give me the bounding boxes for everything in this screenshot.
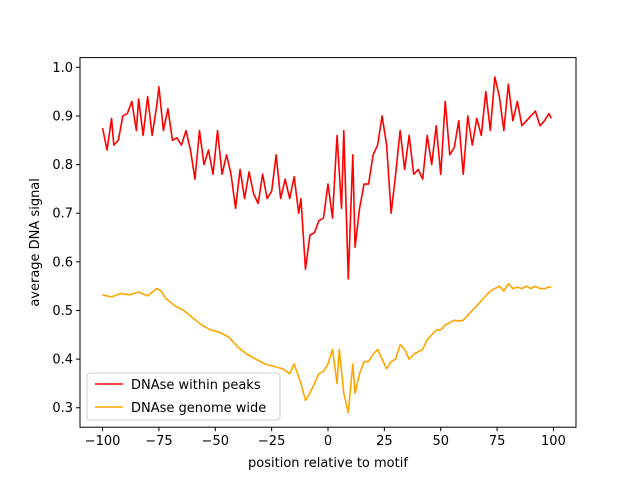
y-tick-label: 1.0 — [52, 61, 73, 76]
y-tick-label: 0.6 — [52, 255, 73, 270]
x-tick-label: 25 — [376, 434, 393, 449]
series-line-0 — [101, 76, 552, 280]
series-line-1 — [102, 282, 552, 414]
x-tick-label: −25 — [258, 434, 285, 449]
x-tick-label: 50 — [432, 434, 449, 449]
x-tick-label: 75 — [489, 434, 506, 449]
x-tick-label: −50 — [202, 434, 229, 449]
y-tick-label: 0.3 — [52, 401, 73, 416]
y-tick-label: 0.7 — [52, 207, 73, 222]
legend-label-peaks: DNAse within peaks — [131, 378, 261, 393]
x-axis-label: position relative to motif — [248, 456, 408, 471]
legend: DNAse within peaks DNAse genome wide — [86, 372, 281, 421]
y-axis: 0.3 0.4 0.5 0.6 0.7 0.8 0.9 1.0 — [52, 61, 80, 416]
y-tick-label: 0.5 — [52, 304, 73, 319]
x-tick-label: 100 — [541, 434, 566, 449]
legend-box — [86, 372, 281, 421]
x-tick-label: −100 — [85, 434, 121, 449]
plot-lines — [101, 76, 552, 414]
x-tick-label: −75 — [145, 434, 172, 449]
x-axis: −100 −75 −50 −25 0 25 50 75 100 — [85, 427, 566, 449]
legend-label-genome: DNAse genome wide — [131, 401, 266, 416]
y-tick-label: 0.9 — [52, 109, 73, 124]
y-axis-label: average DNA signal — [28, 178, 43, 307]
x-tick-label: 0 — [324, 434, 332, 449]
y-tick-label: 0.4 — [52, 353, 73, 368]
y-tick-label: 0.8 — [52, 158, 73, 173]
